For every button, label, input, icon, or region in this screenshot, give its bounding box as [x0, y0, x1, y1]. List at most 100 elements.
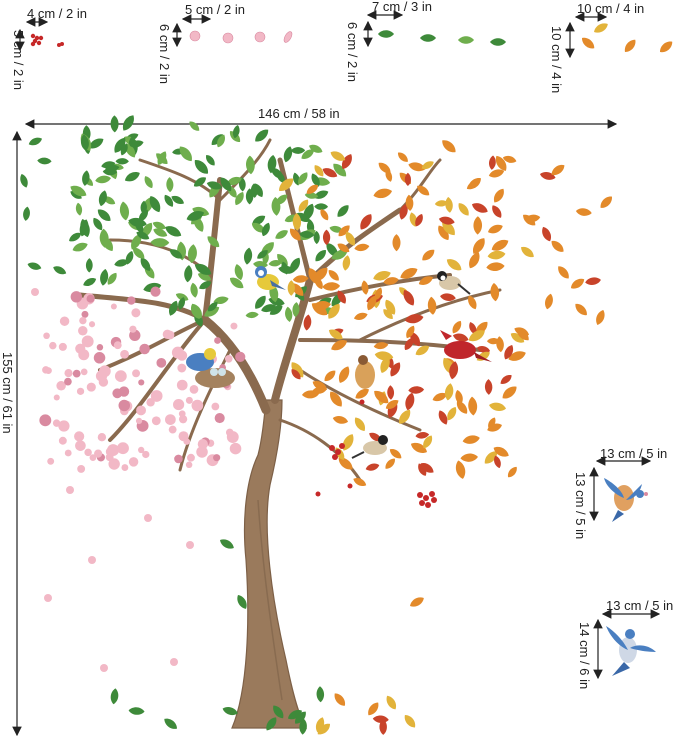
- leaf-icon: [383, 456, 398, 471]
- leaf-icon: [85, 258, 93, 273]
- leaf-icon: [37, 157, 52, 165]
- leaf-icon: [470, 200, 490, 216]
- blossom-icon: [176, 379, 188, 391]
- tree-height-label: 155 cm / 61 in: [0, 352, 15, 434]
- leaf-icon: [187, 243, 198, 264]
- width-label: 4 cm / 2 in: [27, 6, 87, 21]
- leaf-icon: [499, 383, 520, 402]
- blossom-icon: [171, 346, 184, 359]
- blossom-icon: [64, 369, 73, 378]
- blossom-icon: [230, 322, 238, 330]
- leaf-icon: [498, 372, 514, 387]
- blossom-icon: [146, 398, 155, 407]
- leaf-icon: [584, 276, 602, 287]
- blossom-icon: [225, 428, 234, 437]
- berry-cluster-icon: [57, 42, 64, 47]
- blossom-icon: [151, 416, 161, 426]
- leaf-icon: [123, 169, 142, 184]
- cardinal-bird-icon: [440, 330, 492, 362]
- blossom-icon: [95, 370, 108, 382]
- leaf-icon: [364, 461, 381, 473]
- blossom-icon: [173, 398, 185, 411]
- blossom-icon: [189, 384, 199, 394]
- leaf-icon: [353, 386, 371, 402]
- blossom-icon: [187, 453, 195, 462]
- blossom-icon: [177, 363, 187, 373]
- blossom-icon: [135, 417, 143, 425]
- leaf-icon: [539, 225, 554, 243]
- blossom-icon: [139, 343, 150, 355]
- blossom-icon: [77, 464, 86, 473]
- blossom-icon: [89, 454, 97, 462]
- tree-illustration: [18, 112, 615, 738]
- leaf-icon: [460, 452, 479, 463]
- leaf-icon: [166, 176, 174, 193]
- leaf-icon: [322, 229, 331, 246]
- leaf-icon: [331, 414, 349, 426]
- leaf-icon: [450, 319, 464, 336]
- blossom-icon: [81, 310, 89, 318]
- leaf-icon: [281, 145, 295, 164]
- blossom-icon: [168, 425, 177, 434]
- blossom-icon: [129, 325, 137, 333]
- leaf-icon: [27, 135, 44, 148]
- blossom-icon: [150, 286, 161, 297]
- blossom-icon: [235, 351, 246, 363]
- leaf-icon: [575, 207, 593, 217]
- blossom-icon: [84, 448, 92, 457]
- blossom-icon: [58, 436, 67, 445]
- height-label: 13 cm / 5 in: [573, 472, 588, 539]
- leaf-icon: [302, 314, 313, 331]
- height-label: 10 cm / 4 in: [549, 26, 564, 93]
- blossom-icon: [178, 415, 188, 424]
- leaf-icon: [316, 686, 325, 703]
- leaf-icon: [94, 174, 112, 185]
- blossom-icon: [229, 442, 242, 455]
- height-label: 6 cm / 2 in: [157, 24, 172, 84]
- blossom-icon: [39, 414, 52, 427]
- leaf-icon: [18, 172, 30, 189]
- leaf-icon: [402, 712, 418, 730]
- blossom-icon: [165, 414, 176, 425]
- blossom-icon: [97, 433, 107, 442]
- leaf-icon: [439, 137, 459, 156]
- leaf-icon: [322, 281, 341, 292]
- leaf-icon: [142, 174, 155, 190]
- leaf-icon: [408, 385, 425, 395]
- blossom-icon: [186, 541, 194, 549]
- height-label: 14 cm / 6 in: [577, 622, 592, 689]
- leaf-icon: [331, 690, 348, 709]
- leaf-icon: [488, 155, 497, 171]
- blossom-icon: [132, 369, 140, 378]
- blossom-icon: [66, 486, 74, 494]
- leaf-icon: [74, 202, 84, 217]
- leaf-icon: [245, 311, 260, 319]
- leaf-icon: [572, 301, 590, 318]
- blossom-icon: [214, 412, 225, 424]
- leaf-icon: [290, 147, 306, 155]
- leaf-icon: [408, 594, 426, 610]
- leaf-icon: [486, 249, 507, 261]
- blossom-icon: [79, 316, 87, 325]
- blossom-icon: [86, 294, 95, 303]
- cherry-blossoms: [31, 286, 246, 672]
- leaf-icon: [489, 203, 504, 220]
- leaf-icon: [387, 446, 404, 461]
- blossom-icon: [174, 454, 183, 464]
- leaf-icon: [162, 193, 176, 209]
- leaf-icon: [473, 216, 483, 235]
- leaf-icon: [242, 247, 254, 266]
- blossom-icon: [113, 341, 122, 350]
- blossom-icon: [178, 431, 189, 442]
- leaf-icon: [419, 247, 437, 264]
- leaf-icon: [495, 335, 505, 353]
- blossom-icon: [112, 388, 123, 399]
- width-label: 10 cm / 4 in: [577, 1, 644, 16]
- leaf-icon: [518, 244, 537, 260]
- leaf-icon: [227, 274, 246, 292]
- blossom-icon: [191, 399, 204, 412]
- leaf-icon: [486, 222, 505, 236]
- leaf-icon: [339, 432, 357, 453]
- blossom-icon: [42, 366, 50, 374]
